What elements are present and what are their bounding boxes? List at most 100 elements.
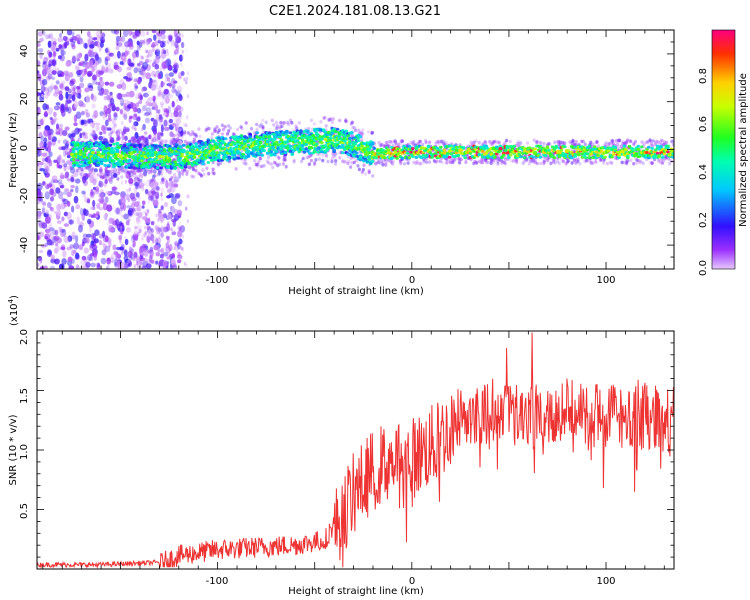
heatmap-cell xyxy=(171,231,177,236)
heatmap-cell xyxy=(41,78,48,86)
heatmap-cell xyxy=(178,111,182,116)
heatmap-cell xyxy=(157,92,160,97)
heatmap-cell xyxy=(166,195,171,199)
heatmap-cell xyxy=(448,159,452,164)
heatmap-cell xyxy=(50,37,57,44)
heatmap-cell xyxy=(140,261,144,265)
heatmap-cell xyxy=(60,184,65,189)
heatmap-cell xyxy=(176,209,183,217)
heatmap-cell xyxy=(451,158,455,162)
heatmap-cell xyxy=(64,86,70,91)
heatmap-cell xyxy=(46,201,52,209)
heatmap-cell xyxy=(176,248,179,253)
heatmap-cell xyxy=(165,235,169,240)
heatmap-cell xyxy=(73,129,77,134)
heatmap-cell xyxy=(147,249,151,254)
heatmap-cell xyxy=(350,161,354,165)
heatmap-cell xyxy=(135,212,139,217)
heatmap-cell xyxy=(133,251,138,259)
heatmap-cell xyxy=(120,251,124,255)
heatmap-cell xyxy=(132,172,137,179)
heatmap-cell xyxy=(174,263,177,268)
heatmap-cell xyxy=(168,158,172,161)
heatmap-cell xyxy=(112,159,116,163)
heatmap-cell xyxy=(113,173,118,178)
heatmap-cell xyxy=(197,127,201,131)
heatmap-cell xyxy=(148,134,152,140)
heatmap-cell xyxy=(179,245,183,250)
heatmap-cell xyxy=(155,95,158,100)
heatmap-cell xyxy=(118,128,123,134)
heatmap-cell xyxy=(412,140,416,144)
heatmap-cell xyxy=(381,148,385,152)
heatmap-cell xyxy=(64,73,70,82)
heatmap-cell xyxy=(185,194,189,199)
heatmap-cell xyxy=(262,163,266,168)
heatmap-cell xyxy=(71,31,75,37)
heatmap-cell xyxy=(121,82,127,91)
heatmap-cell xyxy=(271,165,275,170)
heatmap-cell xyxy=(164,212,167,217)
heatmap-cell xyxy=(62,35,68,42)
heatmap-cell xyxy=(66,154,71,159)
heatmap-cell xyxy=(48,151,53,158)
heatmap-cell xyxy=(165,77,168,82)
heatmap-cell xyxy=(113,250,119,256)
heatmap-cell xyxy=(132,240,136,248)
heatmap-cell xyxy=(56,220,62,224)
heatmap-cell xyxy=(166,188,172,194)
heatmap-cell xyxy=(130,172,133,177)
heatmap-cell xyxy=(71,231,76,239)
heatmap-cell xyxy=(143,250,149,257)
heatmap-cell xyxy=(74,235,79,243)
heatmap-cell xyxy=(572,158,577,163)
heatmap-cell xyxy=(73,114,78,123)
heatmap-cell xyxy=(349,165,353,169)
heatmap-cell xyxy=(215,151,219,155)
heatmap-cell xyxy=(108,68,114,74)
heatmap-cell xyxy=(147,135,151,139)
heatmap-cell xyxy=(135,192,140,198)
heatmap-cell xyxy=(164,223,167,227)
heatmap-cell xyxy=(280,124,284,129)
heatmap-cell xyxy=(544,156,548,161)
heatmap-cell xyxy=(150,169,154,173)
heatmap-cell xyxy=(469,140,473,145)
heatmap-cell xyxy=(89,194,94,199)
heatmap-cell xyxy=(176,242,181,250)
heatmap-cell xyxy=(276,143,281,147)
heatmap-cell xyxy=(164,96,170,104)
heatmap-cell xyxy=(105,265,110,269)
heatmap-cell xyxy=(82,172,86,177)
heatmap-cell xyxy=(137,193,140,198)
heatmap-cell xyxy=(638,160,642,164)
heatmap-cell xyxy=(135,67,139,71)
heatmap-cell xyxy=(144,131,148,135)
heatmap-cell xyxy=(258,124,262,128)
heatmap-cell xyxy=(542,141,546,146)
heatmap-cell xyxy=(553,161,557,165)
heatmap-cell xyxy=(144,59,150,63)
heatmap-cell xyxy=(145,212,148,217)
heatmap-cell xyxy=(147,190,154,198)
heatmap-cell xyxy=(341,159,345,163)
heatmap-cell xyxy=(157,217,160,222)
heatmap-cell xyxy=(424,138,428,143)
heatmap-cell xyxy=(150,80,154,84)
heatmap-cell xyxy=(108,228,115,232)
heatmap-cell xyxy=(141,109,144,114)
heatmap-cell xyxy=(163,201,169,208)
heatmap-cell xyxy=(629,158,633,162)
heatmap-cell xyxy=(59,83,64,89)
heatmap-cell xyxy=(223,125,227,129)
heatmap-cell xyxy=(166,82,172,87)
heatmap-cell xyxy=(142,92,149,98)
heatmap-cell xyxy=(163,81,166,86)
heatmap-cell xyxy=(58,44,63,50)
heatmap-cell xyxy=(140,176,144,181)
heatmap-cell xyxy=(261,126,265,130)
heatmap-cell xyxy=(258,156,262,161)
heatmap-cell xyxy=(100,257,107,265)
heatmap-cell xyxy=(83,42,88,49)
heatmap-cell xyxy=(105,62,112,71)
